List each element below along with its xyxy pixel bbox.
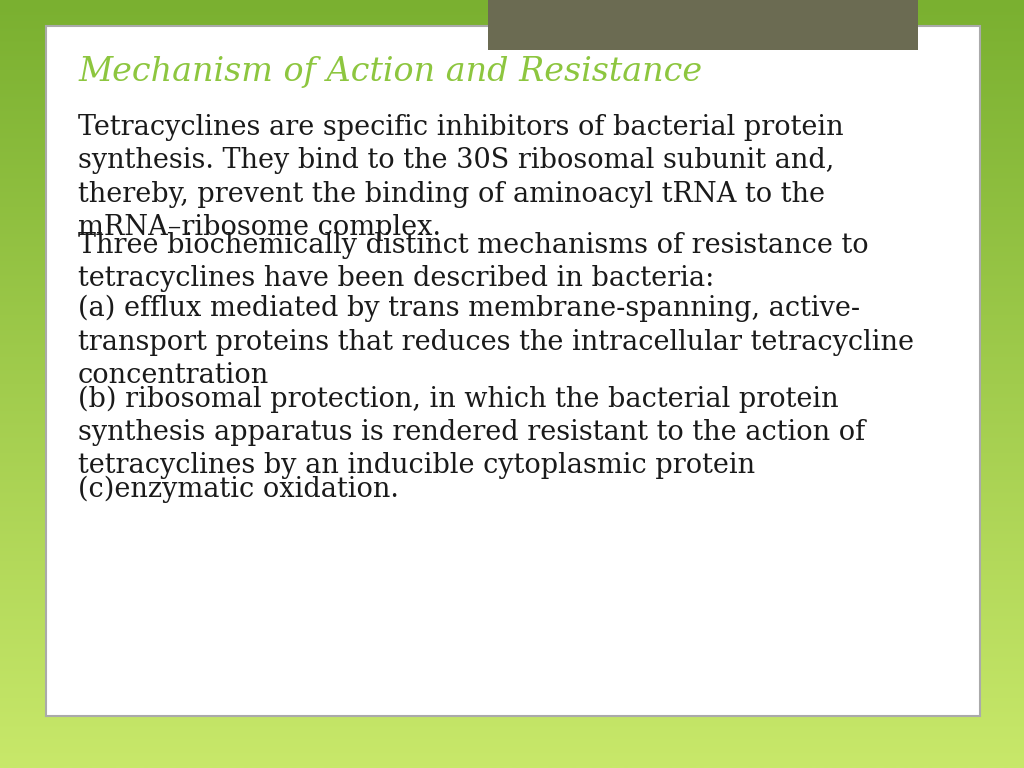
Text: (a) efflux mediated by trans membrane-spanning, active-
transport proteins that : (a) efflux mediated by trans membrane-sp… (78, 295, 914, 389)
Text: Three biochemically distinct mechanisms of resistance to
tetracyclines have been: Three biochemically distinct mechanisms … (78, 232, 868, 293)
Text: Mechanism of Action and Resistance: Mechanism of Action and Resistance (78, 56, 702, 88)
FancyBboxPatch shape (488, 0, 918, 50)
Text: (c)enzymatic oxidation.: (c)enzymatic oxidation. (78, 476, 399, 503)
Text: Tetracyclines are specific inhibitors of bacterial protein
synthesis. They bind : Tetracyclines are specific inhibitors of… (78, 114, 844, 241)
FancyBboxPatch shape (46, 26, 980, 716)
Text: (b) ribosomal protection, in which the bacterial protein
synthesis apparatus is : (b) ribosomal protection, in which the b… (78, 386, 865, 479)
